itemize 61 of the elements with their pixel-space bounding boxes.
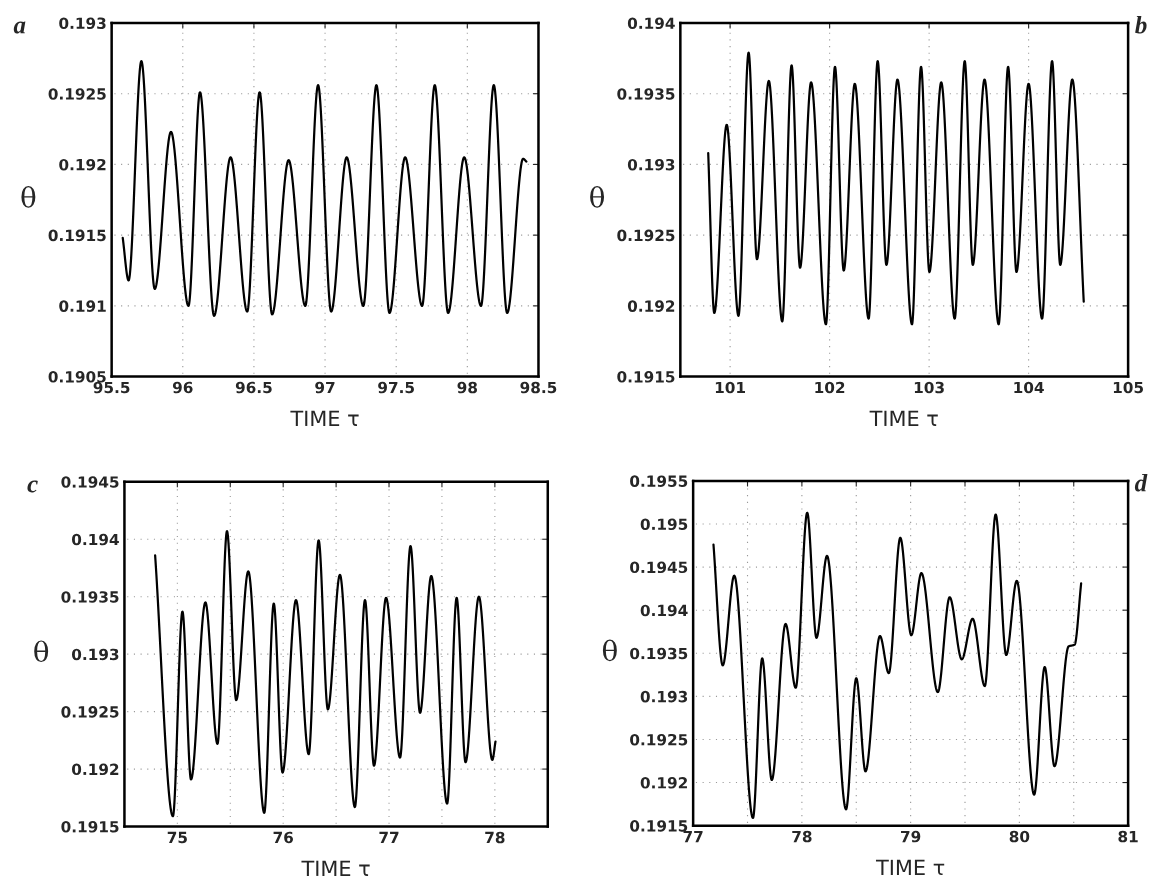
text: b bbox=[1135, 15, 1147, 34]
y-axis-title: θ bbox=[602, 639, 617, 662]
y-tick-label: 0.1915 bbox=[630, 820, 688, 832]
y-tick-label: 0.1945 bbox=[61, 476, 119, 488]
y-tick-label: 0.193 bbox=[71, 648, 119, 661]
x-tick-label: 78 bbox=[485, 831, 505, 844]
y-tick-label: 0.193 bbox=[640, 690, 688, 703]
x-tick-label: 97 bbox=[315, 381, 335, 394]
x-tick-label: 80 bbox=[1009, 830, 1030, 843]
y-tick-label: 0.195 bbox=[640, 518, 688, 531]
x-axis-title: TIME τ bbox=[869, 410, 938, 426]
y-axis-title: θ bbox=[590, 186, 605, 208]
y-tick-label: 0.1915 bbox=[48, 229, 106, 242]
y-tick-label: 0.194 bbox=[627, 17, 675, 30]
x-tick-label: 96 bbox=[172, 381, 193, 394]
x-tick-label: 77 bbox=[379, 831, 399, 844]
y-tick-label: 0.1915 bbox=[617, 371, 675, 383]
x-tick-label: 104 bbox=[1014, 381, 1044, 394]
x-tick-label: 78 bbox=[792, 830, 812, 843]
y-axis-title: θ bbox=[34, 640, 49, 663]
x-tick-label: 97.5 bbox=[378, 381, 414, 394]
x-axis-title: TIME τ bbox=[290, 410, 359, 426]
y-tick-label: 0.1925 bbox=[630, 733, 688, 746]
x-axis-title: TIME τ bbox=[875, 859, 945, 876]
text: d bbox=[1134, 474, 1148, 492]
y-tick-label: 0.1935 bbox=[617, 88, 675, 100]
y-tick-label: 0.1915 bbox=[61, 821, 119, 833]
y-tick-label: 0.193 bbox=[59, 17, 106, 30]
y-tick-label: 0.192 bbox=[640, 777, 687, 789]
x-tick-label: 79 bbox=[901, 830, 921, 843]
x-tick-label: 98.5 bbox=[520, 381, 557, 394]
y-tick-label: 0.1955 bbox=[630, 475, 688, 487]
y-tick-label: 0.194 bbox=[71, 533, 119, 546]
y-tick-label: 0.1945 bbox=[630, 561, 688, 574]
x-tick-label: 102 bbox=[815, 381, 845, 394]
y-tick-label: 0.192 bbox=[627, 300, 675, 312]
y-tick-label: 0.191 bbox=[59, 300, 106, 312]
y-tick-label: 0.194 bbox=[640, 604, 688, 617]
x-tick-label: 77 bbox=[683, 830, 703, 843]
y-tick-label: 0.192 bbox=[71, 763, 119, 776]
x-tick-label: 76 bbox=[273, 831, 293, 844]
y-tick-label: 0.1925 bbox=[617, 229, 675, 242]
y-tick-label: 0.193 bbox=[627, 158, 675, 171]
y-tick-label: 0.1935 bbox=[61, 591, 119, 603]
y-tick-label: 0.1935 bbox=[630, 647, 688, 660]
text: a bbox=[13, 21, 26, 34]
y-axis-title: θ bbox=[21, 186, 36, 208]
x-tick-label: 103 bbox=[914, 381, 944, 394]
x-tick-label: 98 bbox=[457, 381, 478, 394]
x-tick-label: 96.5 bbox=[235, 381, 272, 394]
x-tick-label: 81 bbox=[1118, 830, 1138, 843]
y-tick-label: 0.192 bbox=[59, 158, 106, 171]
y-tick-label: 0.1925 bbox=[48, 88, 106, 100]
text: c bbox=[27, 480, 38, 493]
x-tick-label: 95.5 bbox=[93, 381, 130, 394]
y-tick-label: 0.1925 bbox=[61, 706, 119, 718]
x-tick-label: 105 bbox=[1113, 381, 1143, 394]
y-tick-label: 0.1905 bbox=[48, 371, 106, 383]
x-tick-label: 75 bbox=[167, 831, 187, 844]
x-tick-label: 101 bbox=[715, 381, 745, 394]
x-axis-title: TIME τ bbox=[301, 860, 370, 876]
